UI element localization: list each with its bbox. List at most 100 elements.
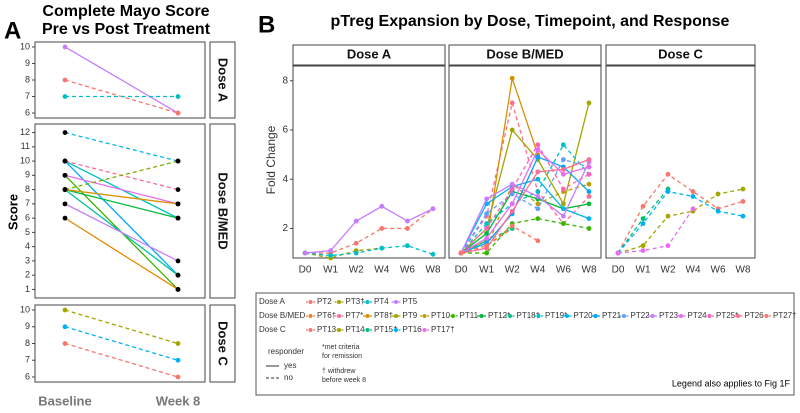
x-tick-label: W2	[505, 265, 520, 276]
point	[561, 157, 566, 162]
point	[484, 243, 489, 249]
y-tick-label: 8	[282, 75, 288, 86]
x-tick-label: W4	[686, 265, 701, 276]
series-line	[64, 203, 179, 262]
legend-note: † withdrew	[322, 368, 356, 375]
strip-label: Dose C	[216, 321, 231, 366]
strip	[209, 41, 236, 119]
point	[302, 250, 308, 256]
panel-label: A	[4, 17, 21, 44]
y-tick-label: 6	[25, 371, 30, 381]
y-tick-label: 9	[25, 58, 30, 68]
chart-title: Complete Mayo Score	[42, 3, 209, 20]
point	[561, 201, 566, 207]
point	[405, 218, 410, 224]
point	[484, 211, 489, 217]
y-tick-label: 8	[25, 184, 30, 194]
series-line	[460, 158, 590, 254]
point	[665, 171, 671, 177]
legend-dot	[593, 314, 598, 318]
point	[535, 189, 541, 194]
legend-dot	[451, 314, 455, 318]
point	[535, 194, 541, 199]
footnote: Legend also applies to Fig 1F	[672, 378, 791, 388]
point	[175, 201, 181, 207]
y-tick-label: 8	[25, 74, 30, 84]
point	[175, 341, 181, 346]
point	[62, 44, 68, 50]
series-line	[305, 208, 434, 254]
series-line	[64, 217, 179, 290]
legend-dot	[536, 314, 541, 318]
series-line	[304, 247, 382, 259]
point	[509, 208, 515, 214]
point	[586, 216, 592, 222]
x-tick-label: W6	[400, 265, 415, 276]
strip	[448, 44, 602, 66]
point	[509, 181, 515, 187]
point	[561, 221, 566, 226]
legend-title: responder	[268, 347, 304, 356]
series-line	[460, 225, 539, 254]
legend-dot	[394, 300, 398, 304]
point	[561, 206, 566, 212]
legend-row-label: Dose C	[259, 325, 286, 334]
point	[535, 206, 541, 212]
point	[690, 206, 696, 212]
legend-label: PT27†	[773, 311, 797, 320]
legend-dot	[422, 314, 427, 318]
legend-dot	[736, 314, 740, 318]
series-line	[460, 143, 590, 254]
point	[535, 176, 541, 182]
point	[175, 94, 181, 99]
point	[586, 157, 592, 162]
series-line	[64, 342, 179, 378]
y-tick-label: 6	[25, 107, 30, 117]
y-tick-label: 6	[282, 125, 288, 136]
point	[561, 186, 566, 192]
point	[640, 243, 646, 249]
legend-label: PT10	[431, 311, 451, 320]
point	[640, 221, 646, 226]
x-tick-label: W6	[711, 265, 726, 276]
legend-label: yes	[284, 361, 296, 370]
point	[509, 223, 515, 229]
point	[640, 216, 646, 222]
strip	[209, 304, 236, 383]
legend-label: PT15†	[374, 325, 398, 334]
legend-label: PT20	[574, 311, 594, 320]
series-line	[460, 161, 590, 254]
point	[586, 226, 592, 231]
point	[62, 215, 68, 221]
point	[615, 250, 621, 256]
point	[484, 250, 489, 256]
point	[561, 213, 566, 219]
point	[379, 245, 385, 251]
y-tick-label: 7	[25, 355, 30, 365]
point	[561, 142, 566, 148]
series-line	[460, 156, 590, 254]
point	[509, 186, 515, 192]
x-tick-label: D0	[299, 265, 312, 276]
chart-title: pTreg Expansion by Dose, Timepoint, and …	[331, 13, 730, 30]
point	[740, 186, 746, 192]
point	[586, 181, 592, 187]
point	[665, 243, 671, 249]
series-line	[304, 205, 434, 254]
x-tick-label: W4	[374, 265, 389, 276]
series-line	[617, 190, 744, 254]
legend-label: no	[284, 373, 293, 382]
legend-label: PT3†	[346, 297, 365, 306]
point	[175, 215, 181, 221]
y-tick-label: 10	[20, 304, 30, 314]
legend-dot	[679, 314, 683, 318]
point	[175, 374, 181, 380]
y-tick-label: 5	[25, 227, 30, 237]
point	[379, 226, 385, 231]
point	[586, 100, 592, 106]
legend-label: PT18†	[517, 311, 541, 320]
legend-label: PT13	[317, 325, 337, 334]
legend-dot	[365, 328, 370, 332]
point	[535, 169, 541, 175]
